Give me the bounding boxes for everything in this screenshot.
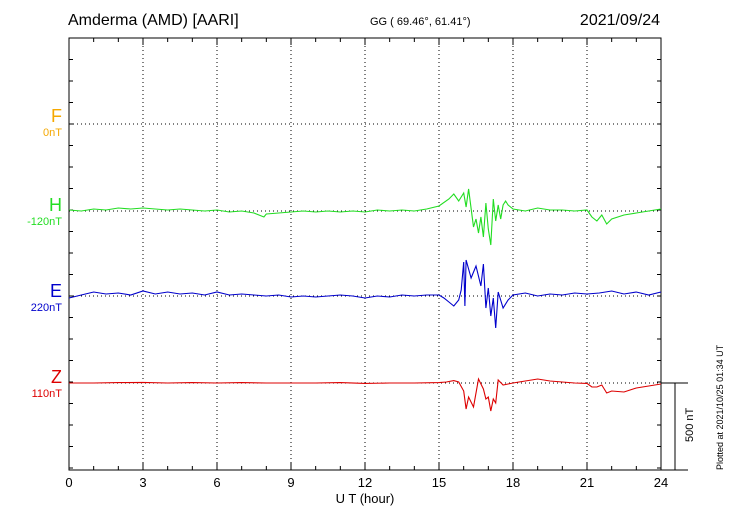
x-tick-label: 9 <box>287 475 294 490</box>
x-tick-label: 3 <box>139 475 146 490</box>
x-tick-label: 6 <box>213 475 220 490</box>
component-name: H <box>49 195 62 215</box>
x-tick-label: 12 <box>358 475 372 490</box>
series-line-e <box>68 259 662 329</box>
coordinates-label: GG ( 69.46°, 61.41°) <box>370 16 471 28</box>
x-tick-label: 24 <box>654 475 668 490</box>
x-tick-label: 18 <box>506 475 520 490</box>
x-tick-label: 15 <box>432 475 446 490</box>
component-name: E <box>49 281 62 301</box>
scale-bar-label: 500 nT <box>684 407 696 442</box>
plotted-timestamp: Plotted at 2021/10/25 01:34 UT <box>715 344 725 470</box>
station-title: Amderma (AMD) [AARI] <box>68 12 239 29</box>
component-label-z: Z 110nT <box>32 367 62 400</box>
series-line-z <box>69 377 662 412</box>
component-label-e: E 220nT <box>31 281 62 314</box>
component-name: Z <box>51 367 62 387</box>
component-baseline: -120nT <box>27 216 62 228</box>
x-tick-label: 21 <box>580 475 594 490</box>
x-tick-label: 0 <box>65 475 72 490</box>
component-baseline: 220nT <box>30 302 62 314</box>
component-label-f: F 0nT <box>43 106 62 139</box>
x-axis-label: U T (hour) <box>336 491 395 506</box>
date-label: 2021/09/24 <box>579 12 660 29</box>
component-name: F <box>51 106 62 126</box>
component-label-h: H -120nT <box>27 195 62 228</box>
series-line-h <box>68 188 662 246</box>
component-baseline: 0nT <box>43 127 62 139</box>
component-baseline: 110nT <box>31 388 62 400</box>
